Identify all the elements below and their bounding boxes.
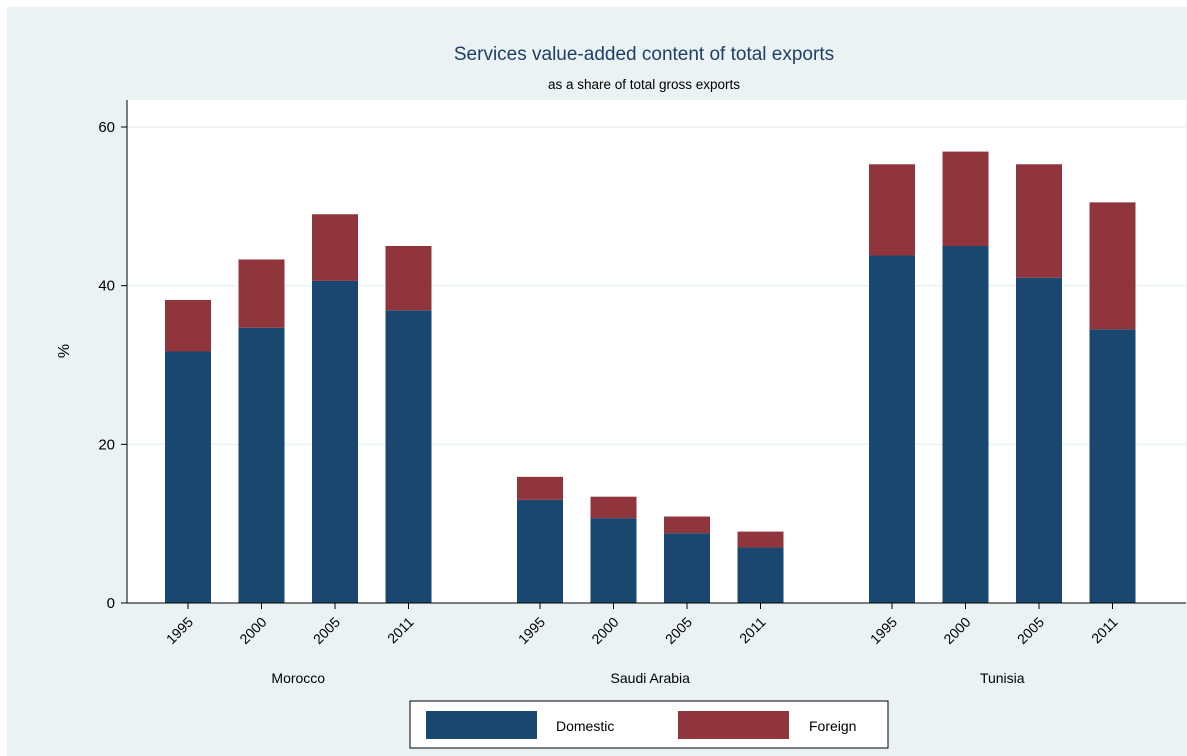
x-tick-label: 1995	[867, 614, 900, 647]
plot-area	[127, 100, 1186, 603]
group-label: Morocco	[271, 670, 325, 686]
legend-label-domestic: Domestic	[556, 718, 614, 734]
chart-subtitle: as a share of total gross exports	[548, 77, 740, 92]
x-tick-label: 2011	[1088, 614, 1121, 647]
bar-foreign	[165, 299, 211, 352]
x-tick-label: 2000	[236, 614, 269, 647]
bar-foreign	[385, 246, 432, 311]
bar-foreign	[1016, 164, 1062, 278]
y-tick-label: 60	[98, 119, 115, 136]
chart-frame: Services value-added content of total ex…	[7, 7, 1187, 756]
chart: Services value-added content of total ex…	[56, 44, 1186, 749]
bar-domestic	[385, 310, 432, 603]
x-tick-label: 2005	[310, 614, 343, 647]
bars	[165, 151, 1136, 603]
bar-domestic	[590, 518, 637, 603]
bar-foreign	[1089, 202, 1136, 330]
y-tick-label: 0	[107, 595, 115, 612]
group-label: Saudi Arabia	[611, 670, 691, 686]
bar-domestic	[737, 547, 784, 603]
bar-foreign	[869, 164, 915, 256]
bar-foreign	[238, 259, 285, 328]
bar-domestic	[312, 280, 358, 603]
bar-domestic	[1089, 329, 1136, 603]
legend: Domestic Foreign	[409, 700, 889, 749]
bar-domestic	[1016, 277, 1062, 603]
x-tick-label: 2011	[384, 614, 417, 647]
legend-swatch-domestic	[426, 711, 537, 739]
gridlines	[127, 126, 1186, 446]
y-axis-label: %	[56, 344, 73, 358]
bar-domestic	[165, 351, 211, 603]
bar-foreign	[312, 214, 358, 281]
legend-label-foreign: Foreign	[809, 718, 856, 734]
bar-foreign	[664, 516, 710, 534]
bar-domestic	[869, 255, 915, 603]
bar-foreign	[737, 531, 784, 548]
x-tick-label: 2005	[662, 614, 695, 647]
x-tick-label: 2005	[1014, 614, 1047, 647]
bar-domestic	[238, 327, 285, 603]
chart-title: Services value-added content of total ex…	[454, 44, 834, 65]
bar-domestic	[664, 533, 710, 603]
x-tick-label: 2011	[736, 614, 769, 647]
x-tick-label: 1995	[515, 614, 548, 647]
bar-foreign	[590, 496, 637, 519]
bar-domestic	[517, 499, 563, 603]
group-label: Tunisia	[980, 670, 1025, 686]
x-tick-label: 2000	[940, 614, 973, 647]
legend-swatch-foreign	[678, 711, 789, 739]
bar-foreign	[942, 151, 989, 246]
x-tick-label: 1995	[163, 614, 196, 647]
y-tick-label: 40	[98, 278, 115, 295]
y-tick-label: 20	[98, 436, 115, 453]
bar-foreign	[517, 476, 563, 500]
x-tick-label: 2000	[588, 614, 621, 647]
bar-domestic	[942, 246, 989, 603]
axes	[121, 100, 1186, 609]
